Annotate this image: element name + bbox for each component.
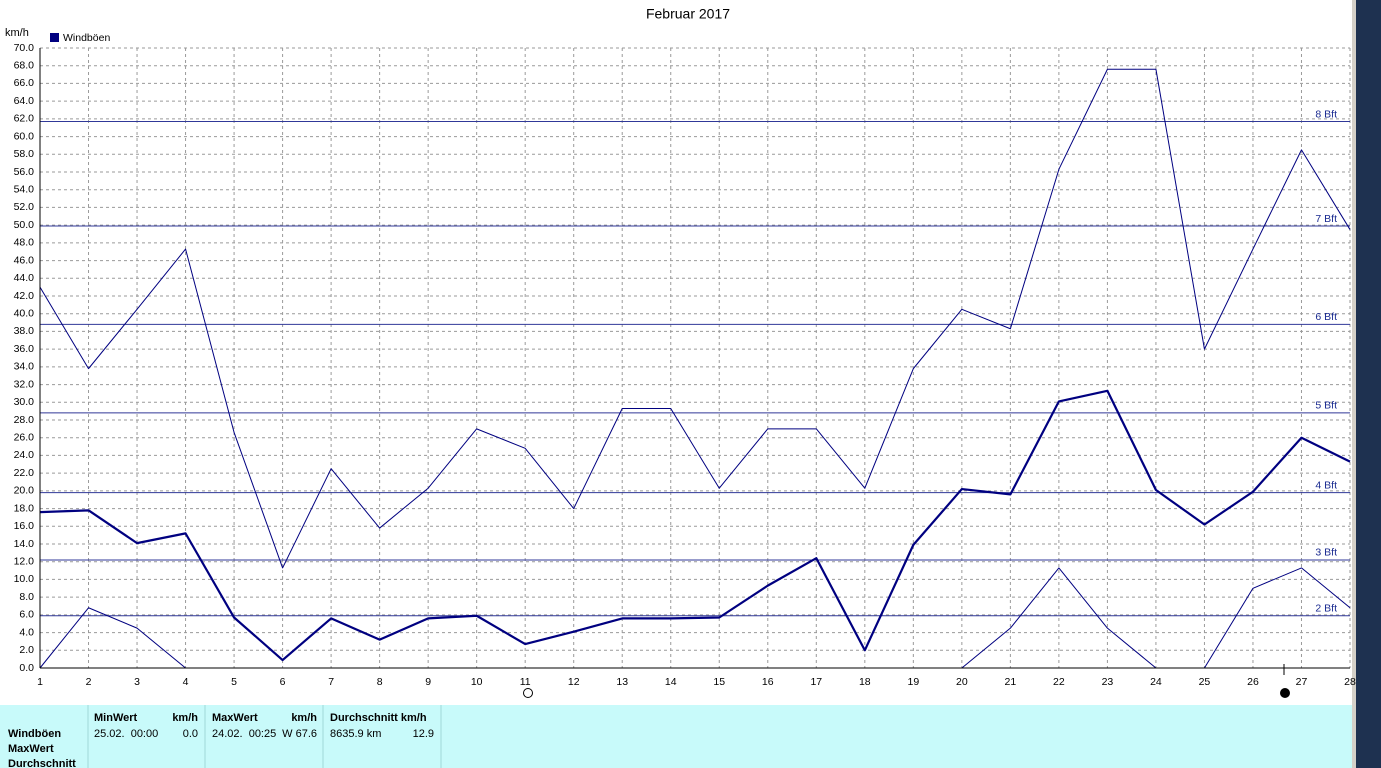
- beaufort-label: 3 Bft: [1315, 547, 1337, 559]
- y-tick-label: 16.0: [14, 520, 35, 532]
- chart-title: Februar 2017: [646, 6, 730, 22]
- x-tick-label: 4: [183, 676, 189, 688]
- x-tick-label: 27: [1296, 676, 1308, 688]
- y-tick-label: 6.0: [19, 609, 34, 621]
- x-tick-label: 7: [328, 676, 334, 688]
- summary-value: 12.9: [413, 728, 434, 740]
- summary-header: MaxWert: [212, 712, 258, 724]
- y-tick-label: 64.0: [14, 95, 35, 107]
- moon-new: [1280, 688, 1290, 698]
- y-tick-label: 58.0: [14, 148, 35, 160]
- summary-header: MinWert: [94, 712, 138, 724]
- y-tick-label: 68.0: [14, 59, 35, 71]
- x-tick-label: 8: [377, 676, 383, 688]
- x-tick-label: 24: [1150, 676, 1162, 688]
- y-tick-label: 54.0: [14, 183, 35, 195]
- x-tick-label: 22: [1053, 676, 1065, 688]
- y-tick-label: 20.0: [14, 485, 35, 497]
- x-tick-label: 17: [810, 676, 822, 688]
- summary-unit: km/h: [291, 712, 317, 724]
- moon-full: [523, 688, 533, 698]
- x-tick-label: 1: [37, 676, 43, 688]
- summary-value: W 67.6: [282, 728, 317, 740]
- summary-row-label: Durchschnitt: [8, 758, 76, 768]
- y-tick-label: 32.0: [14, 378, 35, 390]
- beaufort-label: 8 Bft: [1315, 108, 1337, 120]
- x-tick-label: 6: [280, 676, 286, 688]
- series-line: [39, 68, 1351, 569]
- beaufort-label: 7 Bft: [1315, 213, 1337, 225]
- y-tick-label: 46.0: [14, 254, 35, 266]
- summary-time: 24.02. 00:25: [212, 728, 276, 740]
- x-tick-label: 2: [86, 676, 92, 688]
- x-tick-label: 23: [1102, 676, 1114, 688]
- y-tick-label: 24.0: [14, 449, 35, 461]
- summary-header: Durchschnitt km/h: [330, 712, 427, 724]
- legend-label: Windböen: [63, 32, 110, 44]
- x-tick-label: 21: [1005, 676, 1017, 688]
- y-tick-label: 62.0: [14, 113, 35, 125]
- x-tick-label: 9: [425, 676, 431, 688]
- y-tick-label: 66.0: [14, 77, 35, 89]
- y-tick-label: 10.0: [14, 573, 35, 585]
- x-tick-label: 25: [1199, 676, 1211, 688]
- x-tick-label: 18: [859, 676, 871, 688]
- series-line: [39, 389, 1351, 662]
- legend-swatch: [50, 33, 59, 42]
- summary-unit: km/h: [172, 712, 198, 724]
- beaufort-label: 5 Bft: [1315, 400, 1337, 412]
- y-tick-label: 44.0: [14, 272, 35, 284]
- plot-area: [39, 47, 1351, 669]
- y-tick-label: 30.0: [14, 396, 35, 408]
- y-tick-label: 52.0: [14, 201, 35, 213]
- beaufort-label: 6 Bft: [1315, 311, 1337, 323]
- y-tick-label: 50.0: [14, 219, 35, 231]
- x-tick-label: 5: [231, 676, 237, 688]
- y-tick-label: 8.0: [19, 591, 34, 603]
- x-tick-label: 20: [956, 676, 968, 688]
- y-tick-label: 38.0: [14, 325, 35, 337]
- y-tick-label: 2.0: [19, 644, 34, 656]
- x-tick-label: 3: [134, 676, 140, 688]
- x-tick-label: 28: [1344, 676, 1356, 688]
- x-tick-label: 10: [471, 676, 483, 688]
- y-tick-label: 42.0: [14, 290, 35, 302]
- y-tick-label: 34.0: [14, 361, 35, 373]
- y-tick-label: 48.0: [14, 237, 35, 249]
- y-tick-label: 22.0: [14, 467, 35, 479]
- summary-time: 8635.9 km: [330, 728, 381, 740]
- x-tick-label: 26: [1247, 676, 1259, 688]
- y-tick-label: 60.0: [14, 130, 35, 142]
- summary-table: Windböen MaxWert Durchschnitt MinWert km/h 25…: [8, 705, 442, 768]
- y-tick-label: 40.0: [14, 307, 35, 319]
- y-tick-label: 70.0: [14, 42, 35, 54]
- desktop-edge: [1356, 0, 1381, 768]
- summary-row-label: Windböen: [8, 728, 61, 740]
- x-tick-label: 12: [568, 676, 580, 688]
- y-tick-label: 14.0: [14, 538, 35, 550]
- y-tick-label: 0.0: [19, 662, 34, 674]
- y-tick-label: 26.0: [14, 431, 35, 443]
- summary-value: 0.0: [183, 728, 198, 740]
- x-tick-label: 15: [713, 676, 725, 688]
- x-tick-label: 13: [616, 676, 628, 688]
- y-axis-label: km/h: [5, 27, 29, 39]
- y-tick-label: 56.0: [14, 166, 35, 178]
- y-tick-label: 28.0: [14, 414, 35, 426]
- summary-time: 25.02. 00:00: [94, 728, 158, 740]
- beaufort-label: 4 Bft: [1315, 479, 1337, 491]
- y-tick-label: 36.0: [14, 343, 35, 355]
- x-tick-label: 16: [762, 676, 774, 688]
- x-tick-label: 14: [665, 676, 677, 688]
- window-border: [1352, 0, 1356, 768]
- y-tick-label: 18.0: [14, 502, 35, 514]
- x-tick-label: 11: [520, 676, 531, 688]
- y-tick-label: 4.0: [19, 626, 34, 638]
- summary-row-label: MaxWert: [8, 743, 54, 755]
- beaufort-label: 2 Bft: [1315, 603, 1337, 615]
- y-tick-label: 12.0: [14, 555, 35, 567]
- summary-panel: [0, 705, 1352, 768]
- x-tick-label: 19: [907, 676, 919, 688]
